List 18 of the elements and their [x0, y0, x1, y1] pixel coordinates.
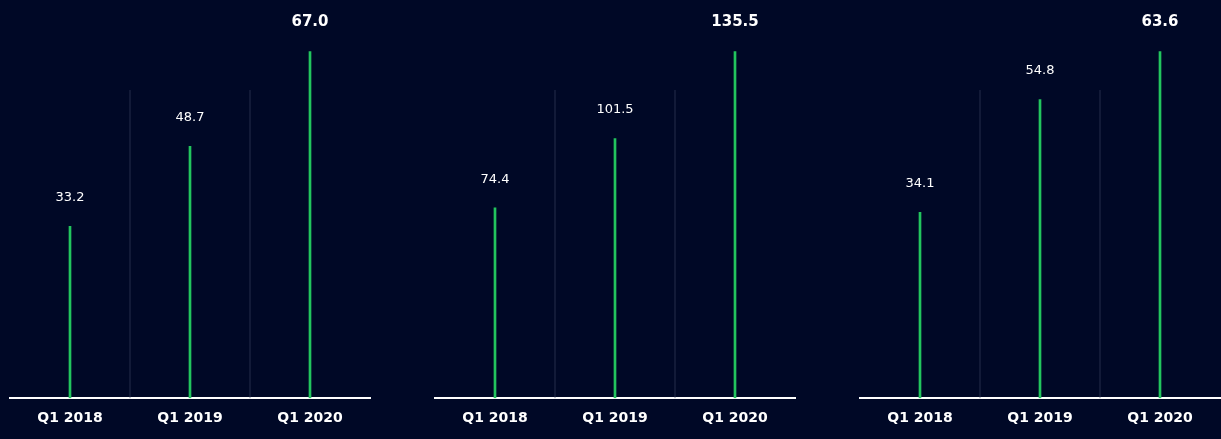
x-tick-label: Q1 2020: [702, 409, 768, 426]
x-tick-label: Q1 2018: [37, 409, 103, 426]
x-tick-label: Q1 2018: [887, 409, 953, 426]
data-label: 63.6: [1141, 11, 1179, 30]
x-tick-label: Q1 2020: [277, 409, 343, 426]
data-label: 135.5: [711, 11, 759, 30]
x-tick-label: Q1 2018: [462, 409, 528, 426]
x-tick-label: Q1 2019: [157, 409, 223, 426]
x-tick-label: Q1 2019: [582, 409, 648, 426]
data-label: 54.8: [1025, 62, 1055, 78]
data-label: 34.1: [905, 175, 935, 191]
data-label: 67.0: [291, 11, 329, 30]
x-tick-label: Q1 2019: [1007, 409, 1073, 426]
data-label: 74.4: [480, 170, 510, 186]
x-tick-label: Q1 2020: [1127, 409, 1193, 426]
data-label: 48.7: [175, 109, 205, 125]
data-label: 33.2: [55, 189, 85, 205]
data-label: 101.5: [596, 101, 634, 117]
